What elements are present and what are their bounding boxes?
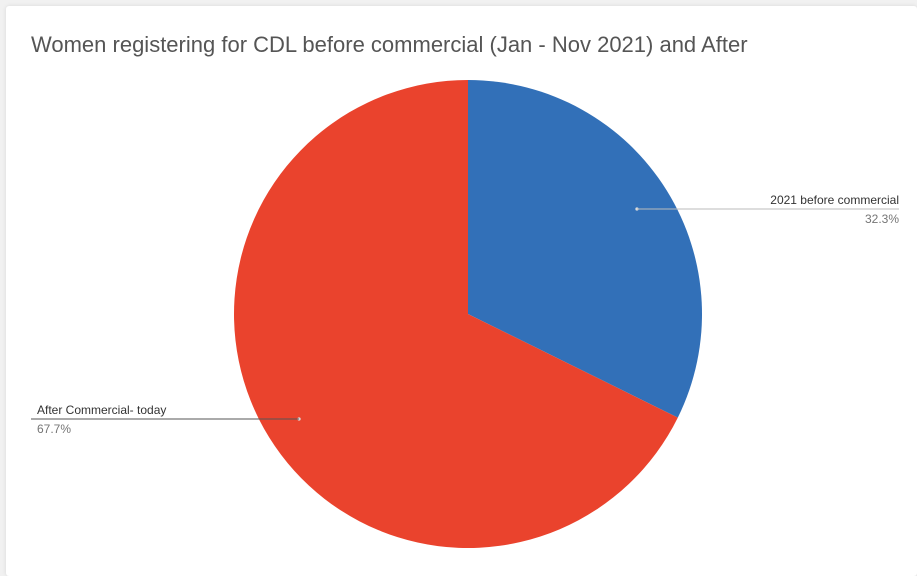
slice-labels: 2021 before commercial 32.3% After Commerc… <box>37 193 899 436</box>
leader-lines <box>31 207 899 421</box>
slice-value-label: 32.3% <box>865 212 899 226</box>
pie-slice-2021-before-commercial <box>468 80 703 418</box>
slice-label: 2021 before commercial <box>770 193 899 207</box>
pie-slices <box>234 80 703 548</box>
chart-title: Women registering for CDL before commerc… <box>31 32 748 57</box>
slice-label: After Commercial- today <box>37 403 166 417</box>
pie-slice-after-commercial-today <box>234 80 678 548</box>
slice-value-label: 67.7% <box>37 422 71 436</box>
